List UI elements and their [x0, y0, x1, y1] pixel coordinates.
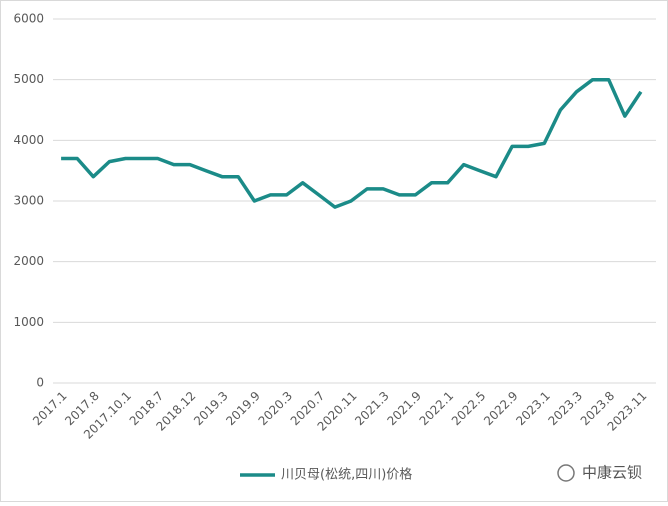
data-line — [61, 77, 643, 209]
watermark-icon — [557, 464, 575, 482]
watermark: 中康云钡 — [557, 464, 642, 482]
legend-label: 川贝母(松统,四川)价格 — [281, 467, 412, 483]
y-tick-label: 5000 — [13, 72, 44, 86]
y-tick-label: 0 — [36, 376, 44, 390]
y-tick-label: 6000 — [13, 12, 44, 26]
y-tick-label: 1000 — [13, 315, 44, 329]
y-tick-label: 3000 — [13, 194, 44, 208]
y-tick-label: 4000 — [13, 133, 44, 147]
y-tick-label: 2000 — [13, 254, 44, 268]
watermark-text: 中康云钡 — [582, 464, 642, 482]
